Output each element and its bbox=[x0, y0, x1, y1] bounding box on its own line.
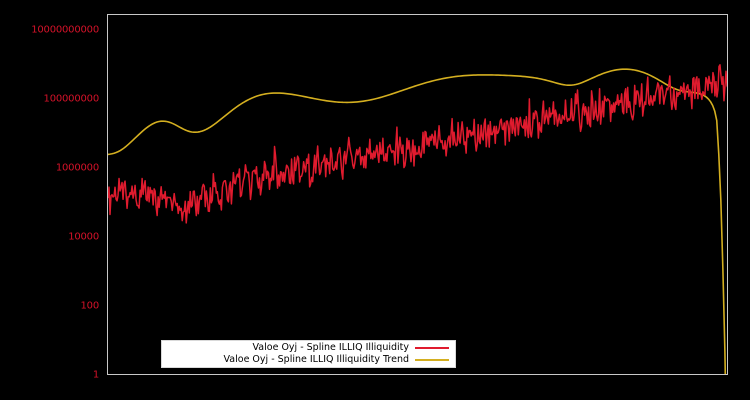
y-axis-tick-labels: 10000000000 100000000 1000000 10000 100 1 bbox=[0, 0, 107, 400]
series-line-trend bbox=[108, 68, 727, 374]
y-tick-label: 1 bbox=[92, 369, 99, 381]
series-line-illiquidity bbox=[108, 64, 727, 224]
legend-item-illiquidity[interactable]: Valoe Oyj - Spline ILLIQ Illiquidity bbox=[166, 342, 449, 354]
legend-swatch-illiquidity bbox=[415, 347, 449, 349]
plot-area bbox=[107, 14, 728, 375]
legend-label-trend: Valoe Oyj - Spline ILLIQ Illiquidity Tre… bbox=[223, 354, 409, 365]
y-tick-label: 10000 bbox=[68, 231, 99, 243]
legend-swatch-trend bbox=[415, 359, 449, 361]
plot-svg bbox=[108, 64, 727, 374]
y-tick-label: 100 bbox=[80, 300, 100, 312]
legend-item-trend[interactable]: Valoe Oyj - Spline ILLIQ Illiquidity Tre… bbox=[166, 354, 449, 366]
legend[interactable]: Valoe Oyj - Spline ILLIQ Illiquidity Val… bbox=[161, 340, 456, 368]
legend-label-illiquidity: Valoe Oyj - Spline ILLIQ Illiquidity bbox=[252, 342, 409, 353]
y-tick-label: 100000000 bbox=[43, 93, 100, 105]
y-tick-label: 1000000 bbox=[55, 162, 99, 174]
y-tick-label: 10000000000 bbox=[31, 24, 99, 36]
